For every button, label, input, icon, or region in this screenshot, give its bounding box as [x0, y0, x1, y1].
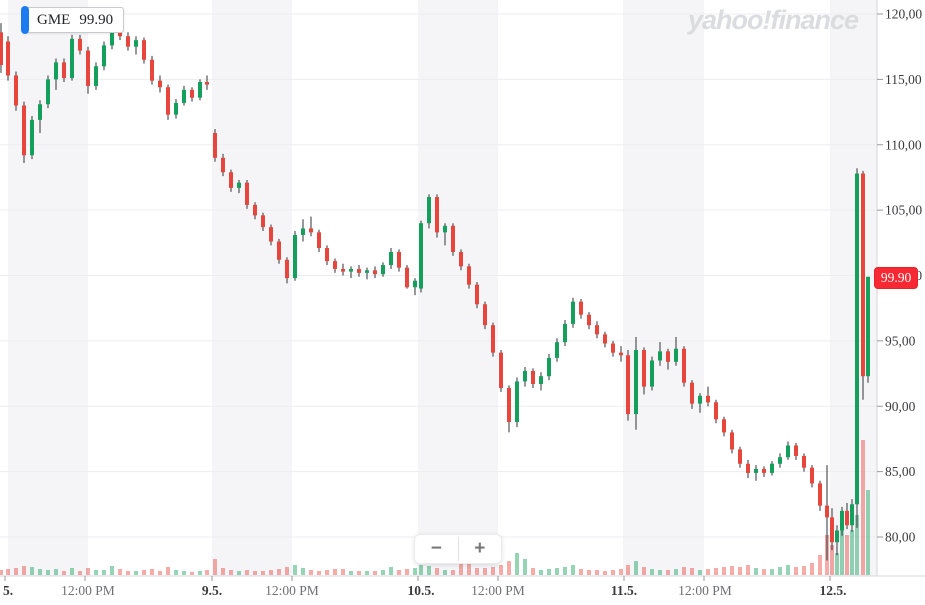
- tooltip-price: 99.90: [79, 11, 114, 28]
- time-tick-label: 12:00 PM: [678, 583, 732, 598]
- time-axis-labels: 5. 12:00 PM 9.5. 12:00 PM 10.5. 12:00 PM 11.5.…: [3, 576, 847, 598]
- price-axis-labels: 120,00115,00110,00105,00100,0095,0090,00…: [877, 7, 922, 545]
- price-tick-label: 85,00: [885, 464, 916, 479]
- session-bands-layer: [8, 0, 877, 576]
- time-tick-label: 11.5.: [611, 583, 637, 598]
- time-tick-label: 12:00 PM: [265, 583, 319, 598]
- yahoo-finance-logo: yahoo!finance: [688, 5, 859, 35]
- price-tick-label: 90,00: [885, 399, 916, 414]
- zoom-controls-divider: [457, 537, 459, 561]
- last-price-badge: 99.90: [874, 267, 918, 289]
- zoom-out-button[interactable]: −: [415, 535, 458, 563]
- price-tick-label: 80,00: [885, 530, 916, 545]
- time-tick-label: 12:00 PM: [61, 583, 115, 598]
- zoom-controls: − +: [414, 534, 502, 564]
- volume-layer: [0, 440, 870, 575]
- gridlines-layer: [0, 13, 877, 538]
- series-marker: [21, 6, 29, 34]
- candles-layer: [0, 15, 870, 561]
- price-tick-label: 110,00: [885, 137, 922, 152]
- zoom-in-button[interactable]: +: [459, 535, 502, 563]
- time-tick-label: 12.5.: [820, 583, 847, 598]
- time-tick-label: 10.5.: [408, 583, 435, 598]
- symbol-tooltip: GME 99.90: [21, 6, 125, 34]
- price-tick-label: 95,00: [885, 333, 916, 348]
- symbol-label: GME: [37, 11, 71, 28]
- time-tick-label: 5.: [3, 583, 13, 598]
- time-tick-label: 9.5.: [202, 583, 222, 598]
- price-tick-label: 120,00: [885, 7, 922, 22]
- price-tick-label: 115,00: [885, 72, 922, 87]
- time-tick-label: 12:00 PM: [471, 583, 525, 598]
- price-tick-label: 105,00: [885, 203, 922, 218]
